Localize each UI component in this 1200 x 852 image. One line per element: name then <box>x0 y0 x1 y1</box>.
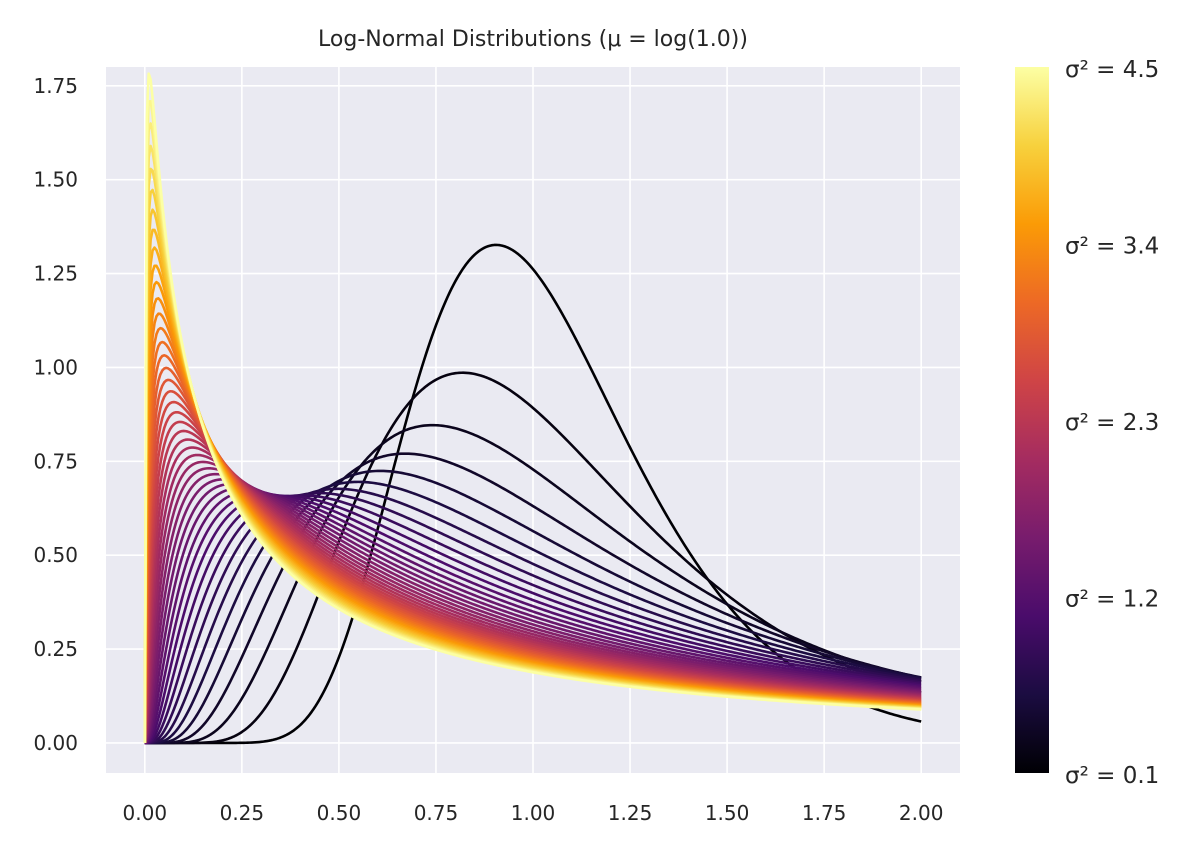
y-tick-label: 0.75 <box>33 449 78 473</box>
colorbar-tick-label: σ² = 2.3 <box>1065 410 1159 436</box>
colorbar-tick-label: σ² = 1.2 <box>1065 587 1159 613</box>
x-tick-label: 1.00 <box>511 801 556 825</box>
series-line <box>143 478 922 744</box>
x-axis-ticks: 0.00 0.25 0.50 0.75 1.00 1.25 1.50 1.75 2.00 <box>123 801 944 825</box>
y-tick-label: 0.50 <box>33 543 78 567</box>
series-line <box>144 423 922 745</box>
y-tick-label: 1.00 <box>33 355 78 379</box>
x-tick-label: 1.25 <box>608 801 653 825</box>
colorbar-tick-label: σ² = 4.5 <box>1065 57 1159 83</box>
series-line <box>144 452 922 745</box>
colorbar-tick-label: σ² = 0.1 <box>1065 763 1159 789</box>
colorbar <box>1015 67 1049 773</box>
series-line <box>143 482 922 744</box>
colorbar-ticks: σ² = 4.5 σ² = 3.4 σ² = 2.3 σ² = 1.2 σ² = 0.1 <box>1065 57 1159 789</box>
x-tick-label: 0.75 <box>414 801 459 825</box>
series-line <box>143 460 922 744</box>
x-tick-label: 0.50 <box>317 801 362 825</box>
chart-title: Log-Normal Distributions (μ = log(1.0)) <box>318 27 748 52</box>
colorbar-tick-label: σ² = 3.4 <box>1065 234 1159 260</box>
x-tick-label: 1.75 <box>802 801 847 825</box>
x-tick-label: 0.25 <box>220 801 265 825</box>
y-tick-label: 1.25 <box>33 262 78 286</box>
x-tick-label: 2.00 <box>899 801 944 825</box>
y-tick-label: 1.50 <box>33 168 78 192</box>
series-line <box>143 472 922 744</box>
y-tick-label: 0.00 <box>33 731 78 755</box>
series-line <box>144 371 922 745</box>
series-line <box>143 466 922 744</box>
series-lines <box>143 72 922 745</box>
x-tick-label: 0.00 <box>123 801 168 825</box>
x-tick-label: 1.50 <box>705 801 750 825</box>
series-line <box>143 72 922 743</box>
y-axis-ticks: 0.00 0.25 0.50 0.75 1.00 1.25 1.50 1.75 <box>33 74 78 755</box>
y-tick-label: 0.25 <box>33 637 78 661</box>
y-tick-label: 1.75 <box>33 74 78 98</box>
